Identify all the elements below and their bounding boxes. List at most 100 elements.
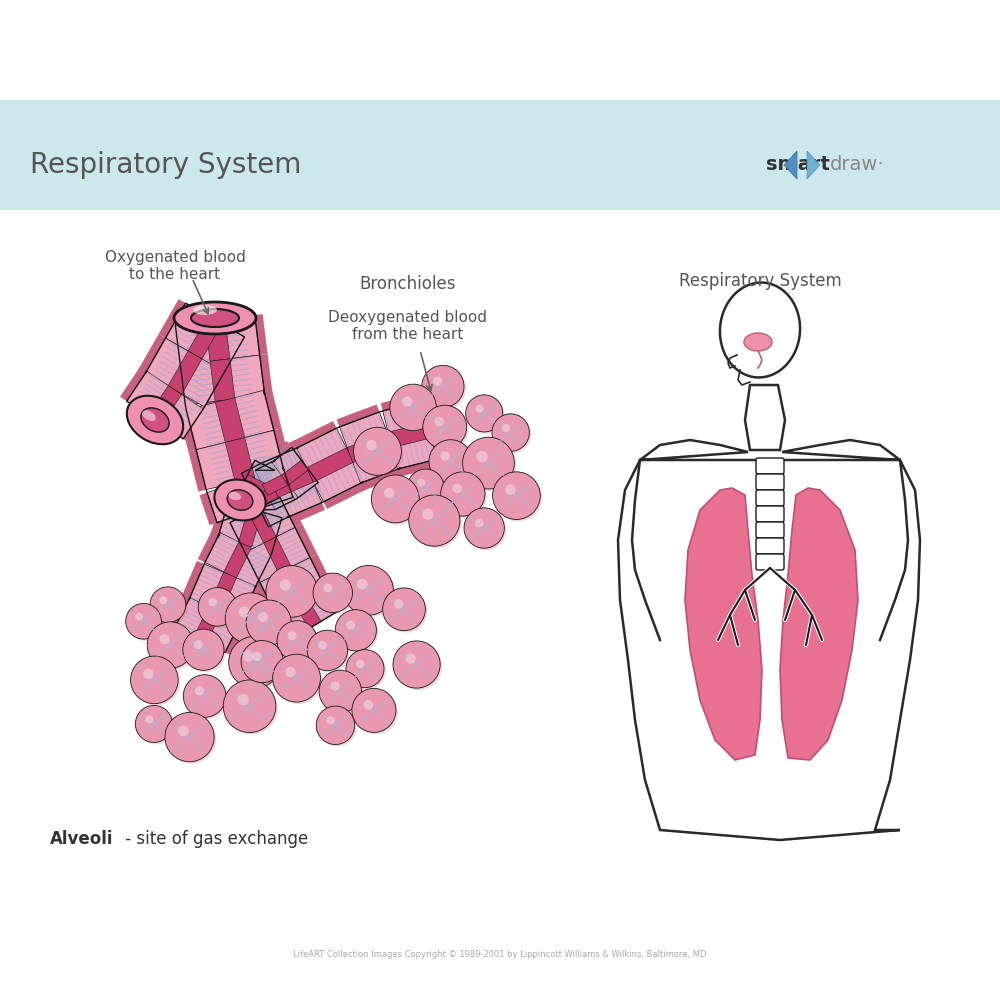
Polygon shape xyxy=(207,467,293,523)
Circle shape xyxy=(131,656,178,704)
Circle shape xyxy=(406,653,416,664)
Circle shape xyxy=(348,652,386,690)
Circle shape xyxy=(354,690,398,734)
Circle shape xyxy=(149,624,196,670)
Polygon shape xyxy=(172,354,273,406)
Circle shape xyxy=(167,714,216,764)
Polygon shape xyxy=(205,532,270,588)
Polygon shape xyxy=(186,390,274,450)
Circle shape xyxy=(243,643,285,685)
Circle shape xyxy=(435,417,444,426)
Circle shape xyxy=(159,634,170,644)
Circle shape xyxy=(137,707,174,744)
Circle shape xyxy=(195,686,204,695)
Polygon shape xyxy=(260,557,325,613)
Circle shape xyxy=(433,377,442,386)
Polygon shape xyxy=(339,412,401,483)
Polygon shape xyxy=(263,447,322,518)
Circle shape xyxy=(280,579,291,591)
Polygon shape xyxy=(235,460,275,510)
Circle shape xyxy=(243,650,254,662)
Polygon shape xyxy=(238,508,262,547)
Polygon shape xyxy=(236,477,264,513)
Polygon shape xyxy=(245,527,310,583)
Circle shape xyxy=(429,440,472,483)
Circle shape xyxy=(452,484,462,493)
Text: - site of gas exchange: - site of gas exchange xyxy=(120,830,308,848)
Circle shape xyxy=(465,439,516,491)
Circle shape xyxy=(463,437,514,489)
FancyBboxPatch shape xyxy=(756,538,784,554)
Circle shape xyxy=(183,629,224,670)
Polygon shape xyxy=(293,421,367,509)
Text: Oxygenated blood
to the heart: Oxygenated blood to the heart xyxy=(105,250,245,282)
Polygon shape xyxy=(159,299,251,376)
Polygon shape xyxy=(242,463,288,527)
Polygon shape xyxy=(175,315,260,365)
Circle shape xyxy=(268,568,320,619)
Polygon shape xyxy=(745,385,785,450)
Polygon shape xyxy=(182,561,263,624)
Polygon shape xyxy=(272,468,313,497)
Polygon shape xyxy=(383,401,437,469)
Circle shape xyxy=(248,602,293,647)
Polygon shape xyxy=(127,371,203,439)
Ellipse shape xyxy=(127,396,183,444)
Circle shape xyxy=(407,469,444,506)
Circle shape xyxy=(409,471,446,508)
Circle shape xyxy=(335,610,376,651)
Polygon shape xyxy=(381,393,439,477)
Circle shape xyxy=(126,603,161,639)
Ellipse shape xyxy=(744,333,772,351)
Circle shape xyxy=(275,656,322,704)
Circle shape xyxy=(424,367,466,410)
Circle shape xyxy=(353,427,401,475)
Polygon shape xyxy=(281,460,309,485)
Polygon shape xyxy=(337,404,403,491)
Circle shape xyxy=(505,484,516,495)
Circle shape xyxy=(185,677,228,719)
Circle shape xyxy=(476,451,488,462)
Circle shape xyxy=(409,495,460,546)
Polygon shape xyxy=(249,507,276,543)
Circle shape xyxy=(475,519,484,527)
Polygon shape xyxy=(255,460,295,510)
FancyBboxPatch shape xyxy=(756,458,784,474)
Polygon shape xyxy=(210,500,290,555)
Circle shape xyxy=(466,395,503,432)
Circle shape xyxy=(319,670,362,713)
Circle shape xyxy=(143,669,154,679)
Polygon shape xyxy=(253,554,332,616)
Polygon shape xyxy=(215,398,245,442)
Polygon shape xyxy=(238,456,292,534)
Polygon shape xyxy=(232,453,278,517)
Circle shape xyxy=(225,682,278,735)
Circle shape xyxy=(356,660,364,668)
Circle shape xyxy=(315,575,354,615)
Circle shape xyxy=(165,712,214,762)
Polygon shape xyxy=(618,440,920,840)
Polygon shape xyxy=(196,430,284,490)
Ellipse shape xyxy=(720,283,800,377)
Circle shape xyxy=(266,566,318,617)
Polygon shape xyxy=(189,564,256,621)
Circle shape xyxy=(468,397,505,434)
Polygon shape xyxy=(225,438,255,482)
FancyBboxPatch shape xyxy=(756,506,784,522)
Circle shape xyxy=(183,675,226,717)
Circle shape xyxy=(273,654,320,702)
Polygon shape xyxy=(251,483,279,507)
Circle shape xyxy=(321,672,364,715)
Circle shape xyxy=(229,636,281,688)
Polygon shape xyxy=(242,475,268,495)
Polygon shape xyxy=(180,355,265,405)
Ellipse shape xyxy=(142,410,156,421)
Circle shape xyxy=(422,509,434,520)
Ellipse shape xyxy=(191,309,239,327)
Circle shape xyxy=(417,479,425,487)
Circle shape xyxy=(346,621,355,630)
Circle shape xyxy=(346,567,395,617)
Circle shape xyxy=(178,726,189,736)
Polygon shape xyxy=(194,607,221,643)
Polygon shape xyxy=(267,441,323,504)
